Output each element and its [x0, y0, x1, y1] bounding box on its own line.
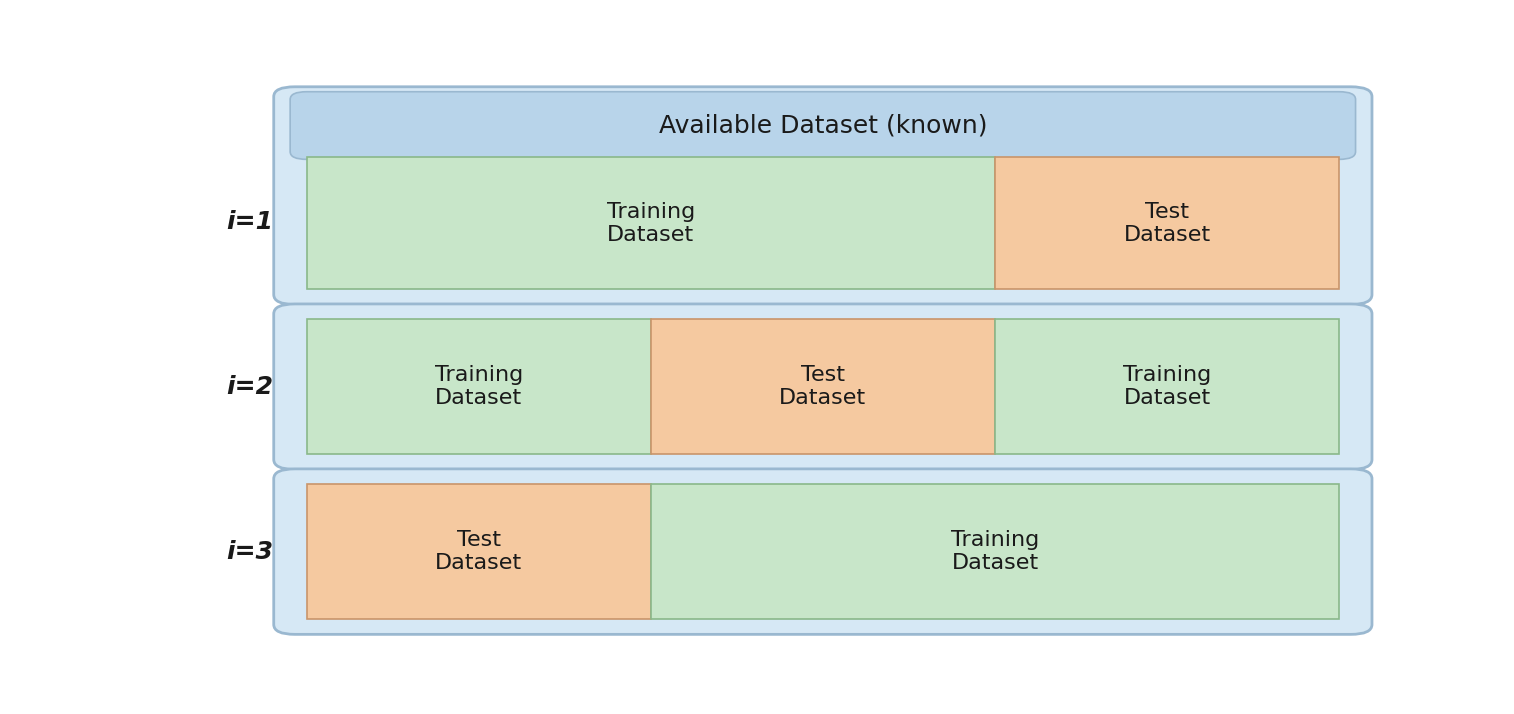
- FancyBboxPatch shape: [291, 91, 1355, 159]
- Bar: [306, 157, 995, 289]
- Bar: [306, 319, 651, 454]
- Text: Test
Dataset: Test Dataset: [1123, 201, 1211, 245]
- Bar: [995, 157, 1340, 289]
- Bar: [651, 319, 995, 454]
- Text: Training
Dataset: Training Dataset: [435, 365, 522, 408]
- Bar: [306, 484, 651, 619]
- Bar: [995, 319, 1340, 454]
- Text: Training
Dataset: Training Dataset: [951, 530, 1039, 573]
- Text: i=1: i=1: [227, 210, 274, 233]
- FancyBboxPatch shape: [274, 87, 1372, 304]
- FancyBboxPatch shape: [274, 304, 1372, 469]
- Text: Available Dataset (known): Available Dataset (known): [659, 114, 987, 138]
- Text: Training
Dataset: Training Dataset: [607, 201, 695, 245]
- FancyBboxPatch shape: [274, 469, 1372, 634]
- Text: Test
Dataset: Test Dataset: [435, 530, 522, 573]
- Bar: [651, 484, 1340, 619]
- Text: Training
Dataset: Training Dataset: [1123, 365, 1211, 408]
- Text: Test
Dataset: Test Dataset: [780, 365, 866, 408]
- Text: i=2: i=2: [227, 375, 274, 398]
- Text: i=3: i=3: [227, 540, 274, 563]
